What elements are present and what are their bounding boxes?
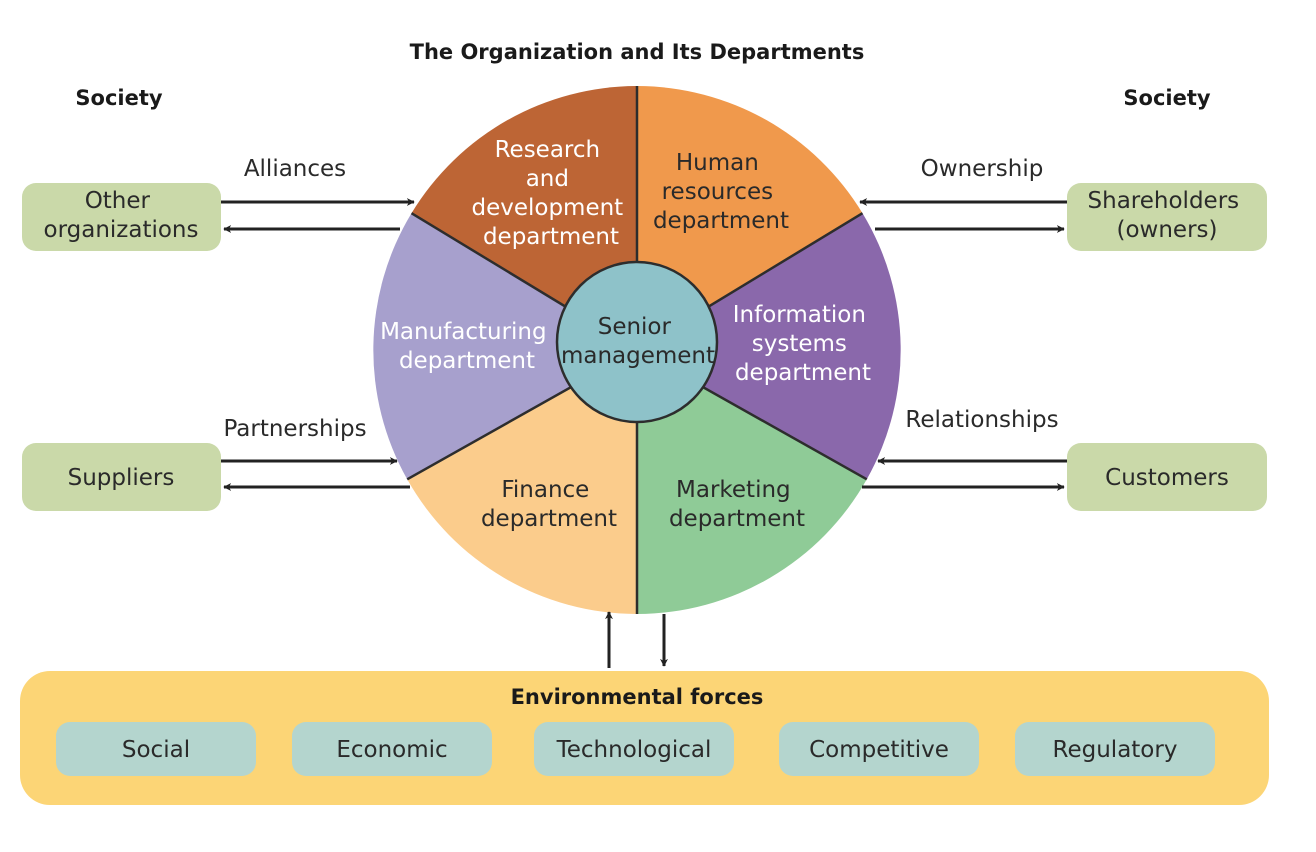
society-label-left: Society — [75, 86, 162, 110]
senior-management-circle — [555, 260, 719, 424]
partnerships-label: Partnerships — [223, 416, 366, 442]
connection-arrows — [221, 198, 1067, 668]
alliances-label: Alliances — [244, 156, 346, 182]
is-department-label: Information systems department — [733, 302, 873, 386]
relationships-label: Relationships — [905, 407, 1058, 433]
force-regulatory: Regulatory — [1015, 722, 1215, 776]
force-economic: Economic — [292, 722, 492, 776]
other-organizations-box: Other organizations — [22, 183, 221, 251]
force-social: Social — [56, 722, 256, 776]
society-label-right: Society — [1123, 86, 1210, 110]
svg-text:Economic: Economic — [336, 737, 447, 763]
svg-text:Customers: Customers — [1105, 465, 1229, 491]
environmental-forces-title: Environmental forces — [511, 685, 764, 709]
svg-text:Social: Social — [122, 737, 190, 763]
marketing-department-label: Marketing department — [669, 477, 805, 532]
hr-department-label: Human resources department — [653, 150, 789, 234]
finance-department-label: Finance department — [481, 477, 617, 532]
marketing-sector — [637, 350, 867, 614]
is-sector — [637, 213, 901, 480]
force-technological: Technological — [534, 722, 734, 776]
ownership-label: Ownership — [921, 156, 1044, 182]
svg-text:Shareholders (owners): Shareholders (owners) — [1088, 188, 1247, 243]
svg-text:Suppliers: Suppliers — [68, 465, 175, 491]
shareholders-box: Shareholders (owners) — [1067, 183, 1267, 251]
force-competitive: Competitive — [779, 722, 979, 776]
manufacturing-department-label: Manufacturing department — [380, 319, 554, 374]
manufacturing-sector — [373, 213, 637, 480]
svg-text:Other organizations: Other organizations — [44, 188, 199, 243]
finance-sector — [407, 350, 637, 614]
environmental-forces-panel: Environmental forces Social Economic Tec… — [20, 671, 1269, 805]
customers-box: Customers — [1067, 443, 1267, 511]
suppliers-box: Suppliers — [22, 443, 221, 511]
svg-text:Technological: Technological — [556, 737, 712, 763]
department-wheel — [373, 86, 901, 614]
svg-text:Competitive: Competitive — [809, 737, 949, 763]
senior-management-label: Senior management — [561, 314, 715, 369]
svg-text:Regulatory: Regulatory — [1053, 737, 1178, 763]
rnd-department-label: Research and development department — [471, 137, 630, 250]
diagram-title: The Organization and Its Departments — [410, 40, 865, 64]
